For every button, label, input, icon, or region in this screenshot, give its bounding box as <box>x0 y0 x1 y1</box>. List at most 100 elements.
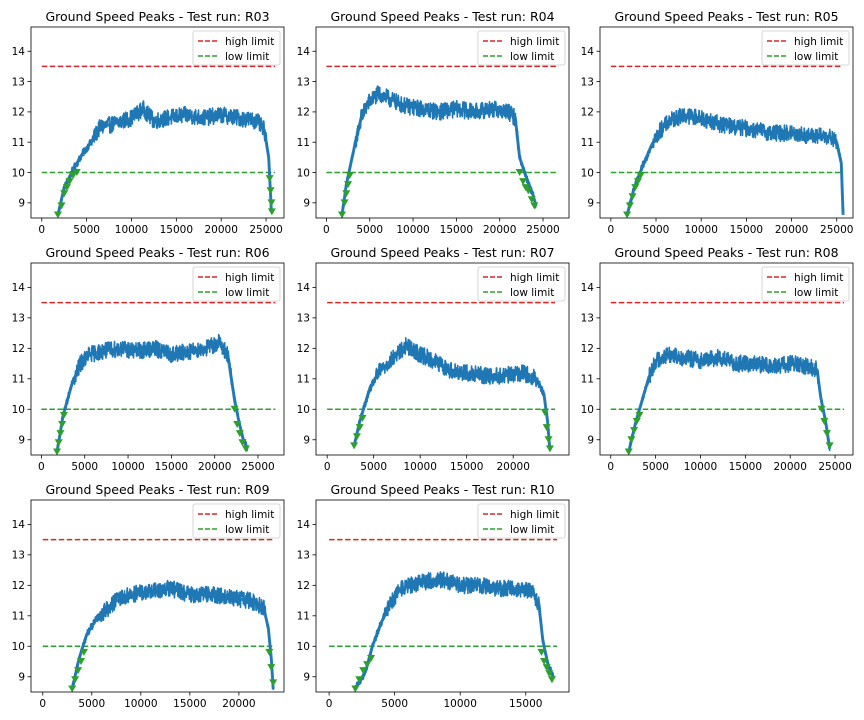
chart-title: Ground Speed Peaks - Test run: R10 <box>330 482 554 497</box>
x-tick-label: 0 <box>38 461 45 473</box>
peak-marker <box>624 448 633 455</box>
y-tick-label: 10 <box>581 167 594 179</box>
legend-low-limit-label: low limit <box>225 51 269 63</box>
peak-marker <box>58 421 67 429</box>
peak-marker <box>544 436 553 444</box>
peak-marker <box>524 187 533 195</box>
y-tick-label: 14 <box>581 46 595 58</box>
y-tick-label: 13 <box>581 313 594 325</box>
x-tick-label: 10000 <box>396 224 429 236</box>
y-tick-label: 11 <box>297 374 310 386</box>
x-tick-label: 10000 <box>124 698 157 710</box>
plot-area <box>610 301 845 455</box>
y-tick-label: 14 <box>297 46 311 58</box>
peak-marker <box>72 169 81 177</box>
x-tick-label: 5000 <box>356 224 383 236</box>
peak-marker <box>53 211 62 218</box>
chart-title: Ground Speed Peaks - Test run: R09 <box>45 482 269 497</box>
speed-series-trend <box>70 586 275 690</box>
peak-marker <box>359 667 368 675</box>
y-tick-label: 11 <box>12 611 25 623</box>
y-tick-label: 11 <box>297 611 310 623</box>
chart-panel-4: Ground Speed Peaks - Test run: R06 0 5000 1… <box>12 245 285 473</box>
peak-marker <box>633 178 642 186</box>
y-tick-label: 10 <box>12 641 25 653</box>
peak-marker <box>825 442 834 450</box>
y-tick-label: 11 <box>12 374 25 386</box>
axes-frame <box>315 262 570 456</box>
x-tick-label: 20000 <box>204 224 237 236</box>
speed-series-line <box>353 337 551 450</box>
x-tick-label: 20000 <box>198 461 231 473</box>
peak-marker <box>540 658 549 666</box>
axes-frame <box>599 26 854 219</box>
peak-marker <box>52 448 61 455</box>
peak-marker <box>355 676 364 684</box>
peak-marker <box>542 664 551 672</box>
y-tick-label: 10 <box>297 167 310 179</box>
legend-high-limit-label: high limit <box>225 272 274 284</box>
y-tick-label: 12 <box>581 343 594 355</box>
y-tick-label: 9 <box>18 672 25 684</box>
x-tick-label: 25000 <box>820 224 853 236</box>
y-tick-label: 14 <box>12 282 26 294</box>
speed-series-trend <box>56 107 273 216</box>
x-tick-label: 15000 <box>729 461 762 473</box>
peak-marker <box>628 193 637 201</box>
y-tick-label: 9 <box>18 198 25 210</box>
x-tick-label: 10000 <box>403 461 436 473</box>
peak-marker <box>527 196 536 204</box>
legend-high-limit-label: high limit <box>225 509 274 521</box>
plot-area <box>41 65 276 218</box>
speed-series-trend <box>627 352 832 453</box>
x-tick-label: 5000 <box>73 224 100 236</box>
peak-marker <box>57 202 66 210</box>
peak-marker <box>625 202 634 210</box>
peak-marker <box>345 172 354 180</box>
y-tick-label: 12 <box>12 107 25 119</box>
peak-marker <box>355 424 364 432</box>
x-tick-label: 25000 <box>818 461 851 473</box>
x-tick-label: 0 <box>607 461 614 473</box>
speed-series-trend <box>55 340 249 453</box>
x-tick-label: 20000 <box>222 698 255 710</box>
y-tick-label: 9 <box>587 198 594 210</box>
speed-series-line <box>56 333 249 452</box>
legend-low-limit-label: low limit <box>794 51 838 63</box>
legend-high-limit-label: high limit <box>510 272 559 284</box>
y-tick-label: 12 <box>12 580 25 592</box>
y-tick-label: 9 <box>303 435 310 447</box>
y-tick-label: 9 <box>18 435 25 447</box>
x-tick-label: 15000 <box>155 461 188 473</box>
peak-marker <box>68 685 77 692</box>
x-tick-label: 20000 <box>496 461 529 473</box>
chart-panel-1: Ground Speed Peaks - Test run: R03 0 5000 1… <box>12 9 285 236</box>
peak-marker <box>65 178 74 186</box>
chart-panel-2: Ground Speed Peaks - Test run: R04 0 5000 1… <box>297 9 570 236</box>
y-tick-label: 11 <box>297 137 310 149</box>
peak-marker <box>267 199 276 207</box>
y-tick-label: 12 <box>581 107 594 119</box>
x-tick-label: 15000 <box>173 698 206 710</box>
x-tick-label: 15000 <box>160 224 193 236</box>
chart-panel-6: Ground Speed Peaks - Test run: R08 0 5000 1… <box>581 245 854 473</box>
y-tick-label: 14 <box>12 519 26 531</box>
peak-marker <box>627 436 636 444</box>
axes-frame <box>30 499 285 693</box>
peak-marker <box>267 664 276 672</box>
y-tick-label: 14 <box>297 519 311 531</box>
peak-marker <box>54 439 63 447</box>
peak-marker <box>817 405 826 413</box>
y-tick-label: 10 <box>12 404 25 416</box>
y-tick-label: 12 <box>297 343 310 355</box>
x-tick-label: 15000 <box>440 224 473 236</box>
x-tick-label: 5000 <box>643 224 670 236</box>
x-tick-label: 5000 <box>642 461 669 473</box>
x-tick-label: 25000 <box>249 224 282 236</box>
peak-marker <box>632 417 641 425</box>
peak-marker <box>342 190 351 198</box>
peak-marker <box>74 667 83 675</box>
y-tick-label: 9 <box>303 672 310 684</box>
legend-high-limit-label: high limit <box>510 36 559 48</box>
x-tick-label: 15000 <box>509 698 542 710</box>
